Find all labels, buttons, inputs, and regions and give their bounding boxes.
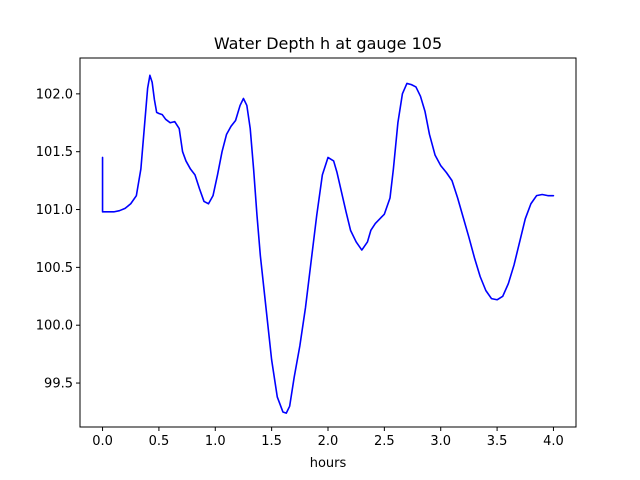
x-tick-label: 1.5 bbox=[261, 434, 282, 449]
x-axis: 0.0 0.5 1.0 1.5 2.0 2.5 3.0 3.5 4.0 bbox=[92, 427, 564, 449]
y-tick-label: 99.5 bbox=[44, 377, 73, 392]
plot-area bbox=[101, 74, 555, 414]
x-tick-label: 4.0 bbox=[543, 434, 564, 449]
chart-title: Water Depth h at gauge 105 bbox=[214, 34, 442, 53]
y-tick-label: 100.5 bbox=[36, 261, 73, 276]
x-tick-label: 2.0 bbox=[318, 434, 339, 449]
axes-frame bbox=[79, 57, 577, 428]
y-tick-label: 101.5 bbox=[36, 145, 73, 160]
y-axis: 99.5 100.0 100.5 101.0 101.5 102.0 bbox=[36, 87, 80, 392]
x-tick-label: 3.5 bbox=[487, 434, 508, 449]
x-tick-label: 2.5 bbox=[374, 434, 395, 449]
series-line-0 bbox=[101, 74, 555, 414]
y-tick-label: 101.0 bbox=[36, 203, 73, 218]
x-tick-label: 1.0 bbox=[205, 434, 226, 449]
y-tick-label: 100.0 bbox=[36, 319, 73, 334]
x-tick-label: 0.0 bbox=[92, 434, 113, 449]
y-tick-label: 102.0 bbox=[36, 87, 73, 102]
x-tick-label: 3.0 bbox=[430, 434, 451, 449]
x-tick-label: 0.5 bbox=[149, 434, 170, 449]
x-axis-label: hours bbox=[310, 456, 347, 471]
